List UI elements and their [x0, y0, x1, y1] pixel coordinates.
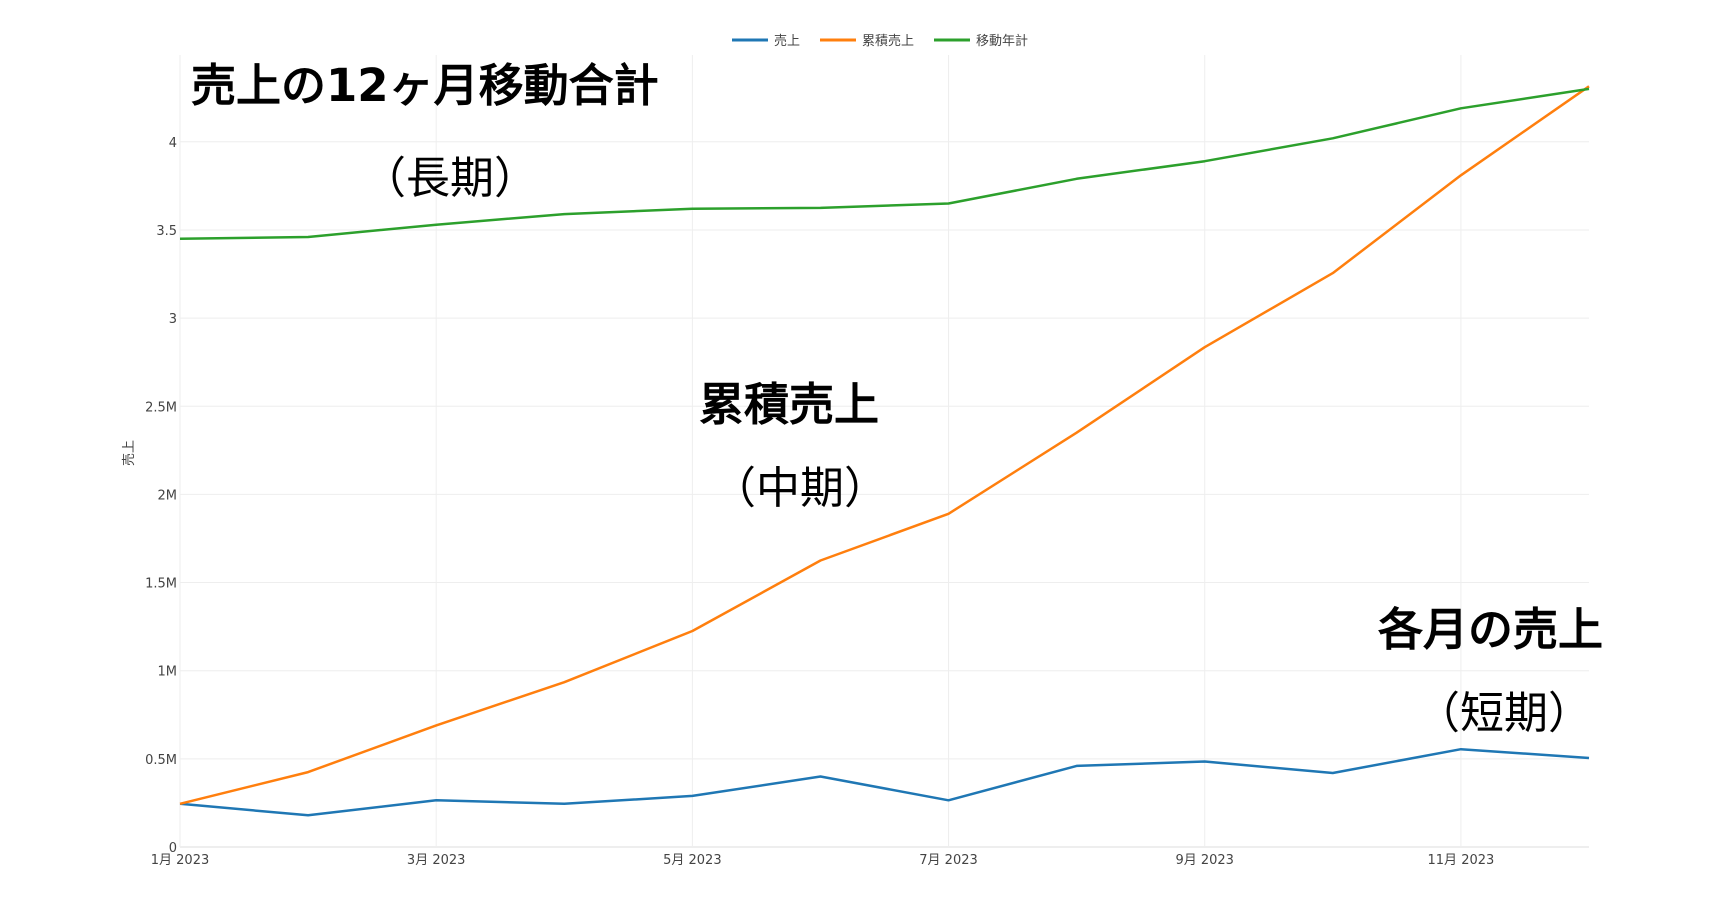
- x-tick-label: 1月 2023: [151, 853, 210, 868]
- x-tick-label: 11月 2023: [1428, 853, 1495, 868]
- legend[interactable]: 売上 累積売上 移動年計: [732, 33, 1028, 49]
- y-tick-label: 2.5M: [145, 400, 177, 415]
- x-tick-label: 9月 2023: [1175, 853, 1234, 868]
- annotation-long-term: 売上の12ヶ月移動合計: [191, 59, 659, 112]
- legend-item-1[interactable]: 売上: [732, 33, 800, 49]
- annotation-long-term-sub: （長期）: [362, 153, 538, 204]
- y-tick-label: 4: [169, 136, 177, 151]
- y-tick-label: 3.5: [156, 224, 177, 239]
- y-tick-label: 1M: [158, 665, 178, 680]
- annotation-short-term: 各月の売上: [1378, 603, 1603, 656]
- annotation-short-term-sub: （短期）: [1416, 688, 1592, 739]
- x-tick-label: 5月 2023: [663, 853, 722, 868]
- series-line-2: [179, 85, 1590, 806]
- series-line-1: [179, 747, 1590, 817]
- x-tick-label: 7月 2023: [919, 853, 978, 868]
- y-tick-label: 0: [169, 841, 177, 856]
- y-tick-label: 2M: [158, 488, 178, 503]
- grid: [179, 55, 1589, 848]
- legend-label: 累積売上: [862, 33, 914, 49]
- annotation-mid-term-sub: （中期）: [712, 463, 888, 514]
- series-line-3: [179, 87, 1590, 241]
- y-tick-label: 0.5M: [145, 753, 177, 768]
- legend-label: 移動年計: [976, 33, 1028, 49]
- y-axis: 0 0.5M 1M 1.5M 2M 2.5M 3 3.5 4: [145, 136, 177, 856]
- x-tick-label: 3月 2023: [407, 853, 466, 868]
- legend-item-2[interactable]: 累積売上: [820, 33, 914, 49]
- y-tick-label: 3: [169, 312, 177, 327]
- legend-item-3[interactable]: 移動年計: [934, 33, 1028, 49]
- annotation-mid-term: 累積売上: [699, 378, 879, 431]
- legend-label: 売上: [774, 33, 800, 49]
- x-axis: 1月 2023 3月 2023 5月 2023 7月 2023 9月 2023 11月 2…: [151, 853, 1495, 868]
- series-lines: [179, 85, 1590, 817]
- y-axis-title: 売上: [121, 440, 137, 466]
- y-tick-label: 1.5M: [145, 577, 177, 592]
